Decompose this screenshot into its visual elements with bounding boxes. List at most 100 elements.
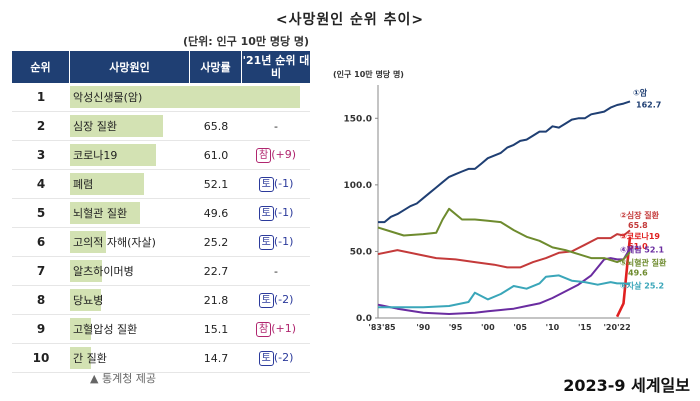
rank-cell: 7 — [12, 257, 70, 286]
cause-label: 알츠하이머병 — [73, 265, 134, 278]
rank-cell: 10 — [12, 344, 70, 373]
cause-cell: 코로나19 — [70, 141, 190, 170]
y-tick-label: 100.0 — [344, 181, 372, 191]
series-value: 65.8 — [628, 221, 648, 230]
x-tick-label: '05 — [513, 323, 527, 332]
series-label: ②심장 질환 — [620, 210, 660, 220]
rank-cell: 2 — [12, 112, 70, 141]
cause-cell: 뇌혈관 질환 — [70, 199, 190, 228]
x-tick-label: '15 — [578, 323, 592, 332]
rate-bar — [70, 347, 91, 369]
table-unit: (단위: 인구 10만 명당 명) — [183, 35, 310, 48]
rank-cell: 1 — [12, 83, 70, 112]
series-line — [377, 207, 631, 264]
table-row: 3 코로나19 61.0 참 (+9) — [12, 141, 310, 170]
header-compare: '21년 순위 대비 — [242, 51, 310, 83]
series-line — [377, 248, 631, 315]
change-value: - — [274, 264, 278, 278]
rate-cell: 22.7 — [190, 257, 242, 286]
x-tick-label: '83'85 — [368, 323, 396, 332]
table-row: 4 폐렴 52.1 토 (-1) — [12, 170, 310, 199]
compare-cell: 토 (-1) — [242, 199, 310, 228]
header-cause: 사망원인 — [70, 51, 190, 83]
y-axis-label: (인구 10만 명당 명) — [333, 69, 404, 79]
series-line — [615, 236, 632, 318]
rate-cell: 14.7 — [190, 344, 242, 373]
cause-cell: 당뇨병 — [70, 286, 190, 315]
change-tag: 토 — [258, 350, 274, 366]
page-title: <사망원인 순위 추이> — [275, 12, 425, 28]
rate-bar — [70, 231, 106, 253]
cause-label: 당뇨병 — [73, 294, 104, 307]
compare-cell: 토 (-2) — [242, 286, 310, 315]
cause-cell: 간 질환 — [70, 344, 190, 373]
change-value: (-2) — [273, 292, 294, 306]
rate-bar — [70, 202, 141, 224]
rate-bar — [70, 289, 101, 311]
series-value: 162.7 — [636, 100, 661, 109]
series-label: ⑥자살 25.2 — [620, 280, 664, 290]
header-rank: 순위 — [12, 51, 70, 83]
change-value: (-1) — [273, 205, 294, 219]
x-tick-label: '20'22 — [603, 323, 630, 332]
series-line — [378, 274, 631, 309]
rate-bar — [70, 144, 157, 166]
ranking-table: 순위 사망원인 사망률 '21년 순위 대비 1악성신생물(암)162.7-2심… — [12, 51, 310, 373]
table-row: 6 고의적 자해(자살) 25.2 토 (-1) — [12, 228, 310, 257]
rank-cell: 9 — [12, 315, 70, 344]
series-label: ⑤뇌혈관 질환 — [620, 257, 667, 267]
cause-label: 간 질환 — [73, 352, 107, 365]
line-chart: (인구 10만 명당 명) 0.0 50.0 100.0 150.0 '83'85 '90 '… — [333, 69, 667, 332]
credit: 2023-9 세계일보 — [563, 376, 690, 395]
rank-cell: 6 — [12, 228, 70, 257]
series-label: ③코로나19 — [620, 231, 660, 241]
series-value: 61.0 — [628, 242, 648, 251]
change-value: (-1) — [273, 234, 294, 248]
rate-cell: 21.8 — [190, 286, 242, 315]
rank-cell: 4 — [12, 170, 70, 199]
x-tick-label: '00 — [481, 323, 495, 332]
cause-label: 고의적 자해(자살) — [73, 236, 156, 249]
rate-cell: 25.2 — [190, 228, 242, 257]
table-row: 9 고혈압성 질환 15.1 참 (+1) — [12, 315, 310, 344]
cause-cell: 고혈압성 질환 — [70, 315, 190, 344]
compare-cell: - — [242, 112, 310, 141]
source-note: ▲ 통계청 제공 — [90, 372, 157, 385]
series-value: 49.6 — [628, 268, 648, 277]
x-tick-label: '90 — [416, 323, 430, 332]
change-tag: 참 — [255, 147, 272, 163]
compare-cell: 참 (+1) — [242, 315, 310, 344]
cause-cell: 고의적 자해(자살) — [70, 228, 190, 257]
x-tick-label: '95 — [449, 323, 463, 332]
rate-bar — [70, 173, 144, 195]
cause-label: 심장 질환 — [73, 120, 117, 133]
rate-bar — [70, 260, 103, 282]
rate-bar — [70, 115, 164, 137]
cause-label: 코로나19 — [73, 149, 118, 162]
compare-cell: 토 (-1) — [242, 170, 310, 199]
compare-cell: - — [242, 257, 310, 286]
cause-label: 폐렴 — [73, 178, 94, 191]
change-tag: 토 — [258, 292, 274, 308]
compare-cell: 토 (-2) — [242, 344, 310, 373]
series-line — [377, 229, 631, 269]
y-tick-label: 50.0 — [350, 247, 372, 257]
change-value: (-1) — [273, 176, 294, 190]
header-rate: 사망률 — [190, 51, 242, 83]
cause-cell: 심장 질환 — [70, 112, 190, 141]
change-value: (+9) — [271, 147, 296, 161]
cause-cell: 악성신생물(암) — [70, 83, 300, 112]
change-tag: 참 — [255, 321, 272, 337]
change-value: (-2) — [273, 350, 294, 364]
change-value: - — [274, 119, 278, 133]
x-tick-label: '10 — [546, 323, 560, 332]
compare-cell: 참 (+9) — [242, 141, 310, 170]
rank-cell: 3 — [12, 141, 70, 170]
cause-label: 악성신생물(암) — [73, 91, 143, 104]
rate-cell: 61.0 — [190, 141, 242, 170]
series-line — [378, 100, 631, 224]
table-row: 2 심장 질환 65.8 - — [12, 112, 310, 141]
change-value: (+1) — [271, 321, 296, 335]
